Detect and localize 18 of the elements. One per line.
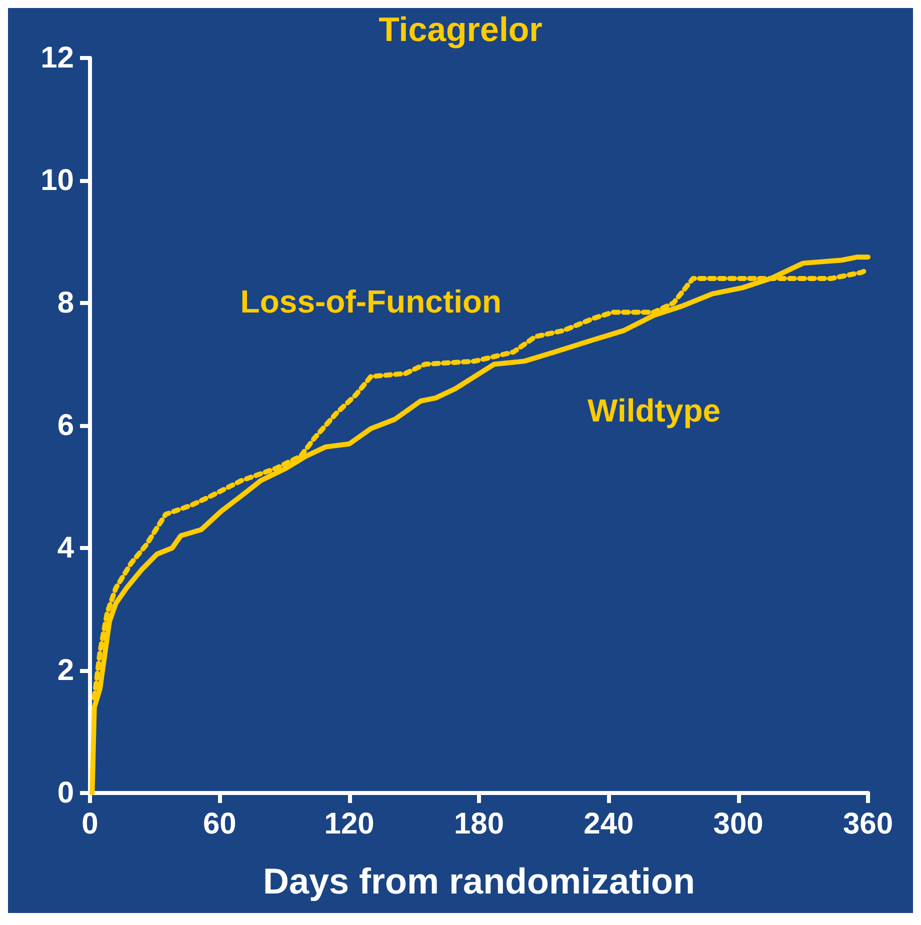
y-tick-label: 10 xyxy=(40,164,74,197)
series-label: Loss-of-Function xyxy=(240,284,502,320)
series-label: Wildtype xyxy=(588,392,721,428)
x-tick-label: 240 xyxy=(584,808,634,840)
chart-title: Ticagrelor xyxy=(378,11,542,49)
x-tick-label: 120 xyxy=(324,808,374,840)
x-tick-label: 60 xyxy=(202,808,236,840)
y-tick-label: 0 xyxy=(57,776,74,810)
y-tick-label: 12 xyxy=(40,42,74,74)
y-tick-label: 4 xyxy=(57,532,74,564)
y-tick-label: 2 xyxy=(57,654,74,687)
x-tick-label: 360 xyxy=(842,808,894,840)
x-tick-label: 180 xyxy=(454,808,504,840)
x-axis-title: Days from randomization xyxy=(262,860,696,902)
x-tick-label: 0 xyxy=(82,808,98,840)
y-tick-label: 6 xyxy=(57,409,74,442)
x-tick-label: 300 xyxy=(713,808,764,840)
y-tick-label: 8 xyxy=(57,286,74,320)
